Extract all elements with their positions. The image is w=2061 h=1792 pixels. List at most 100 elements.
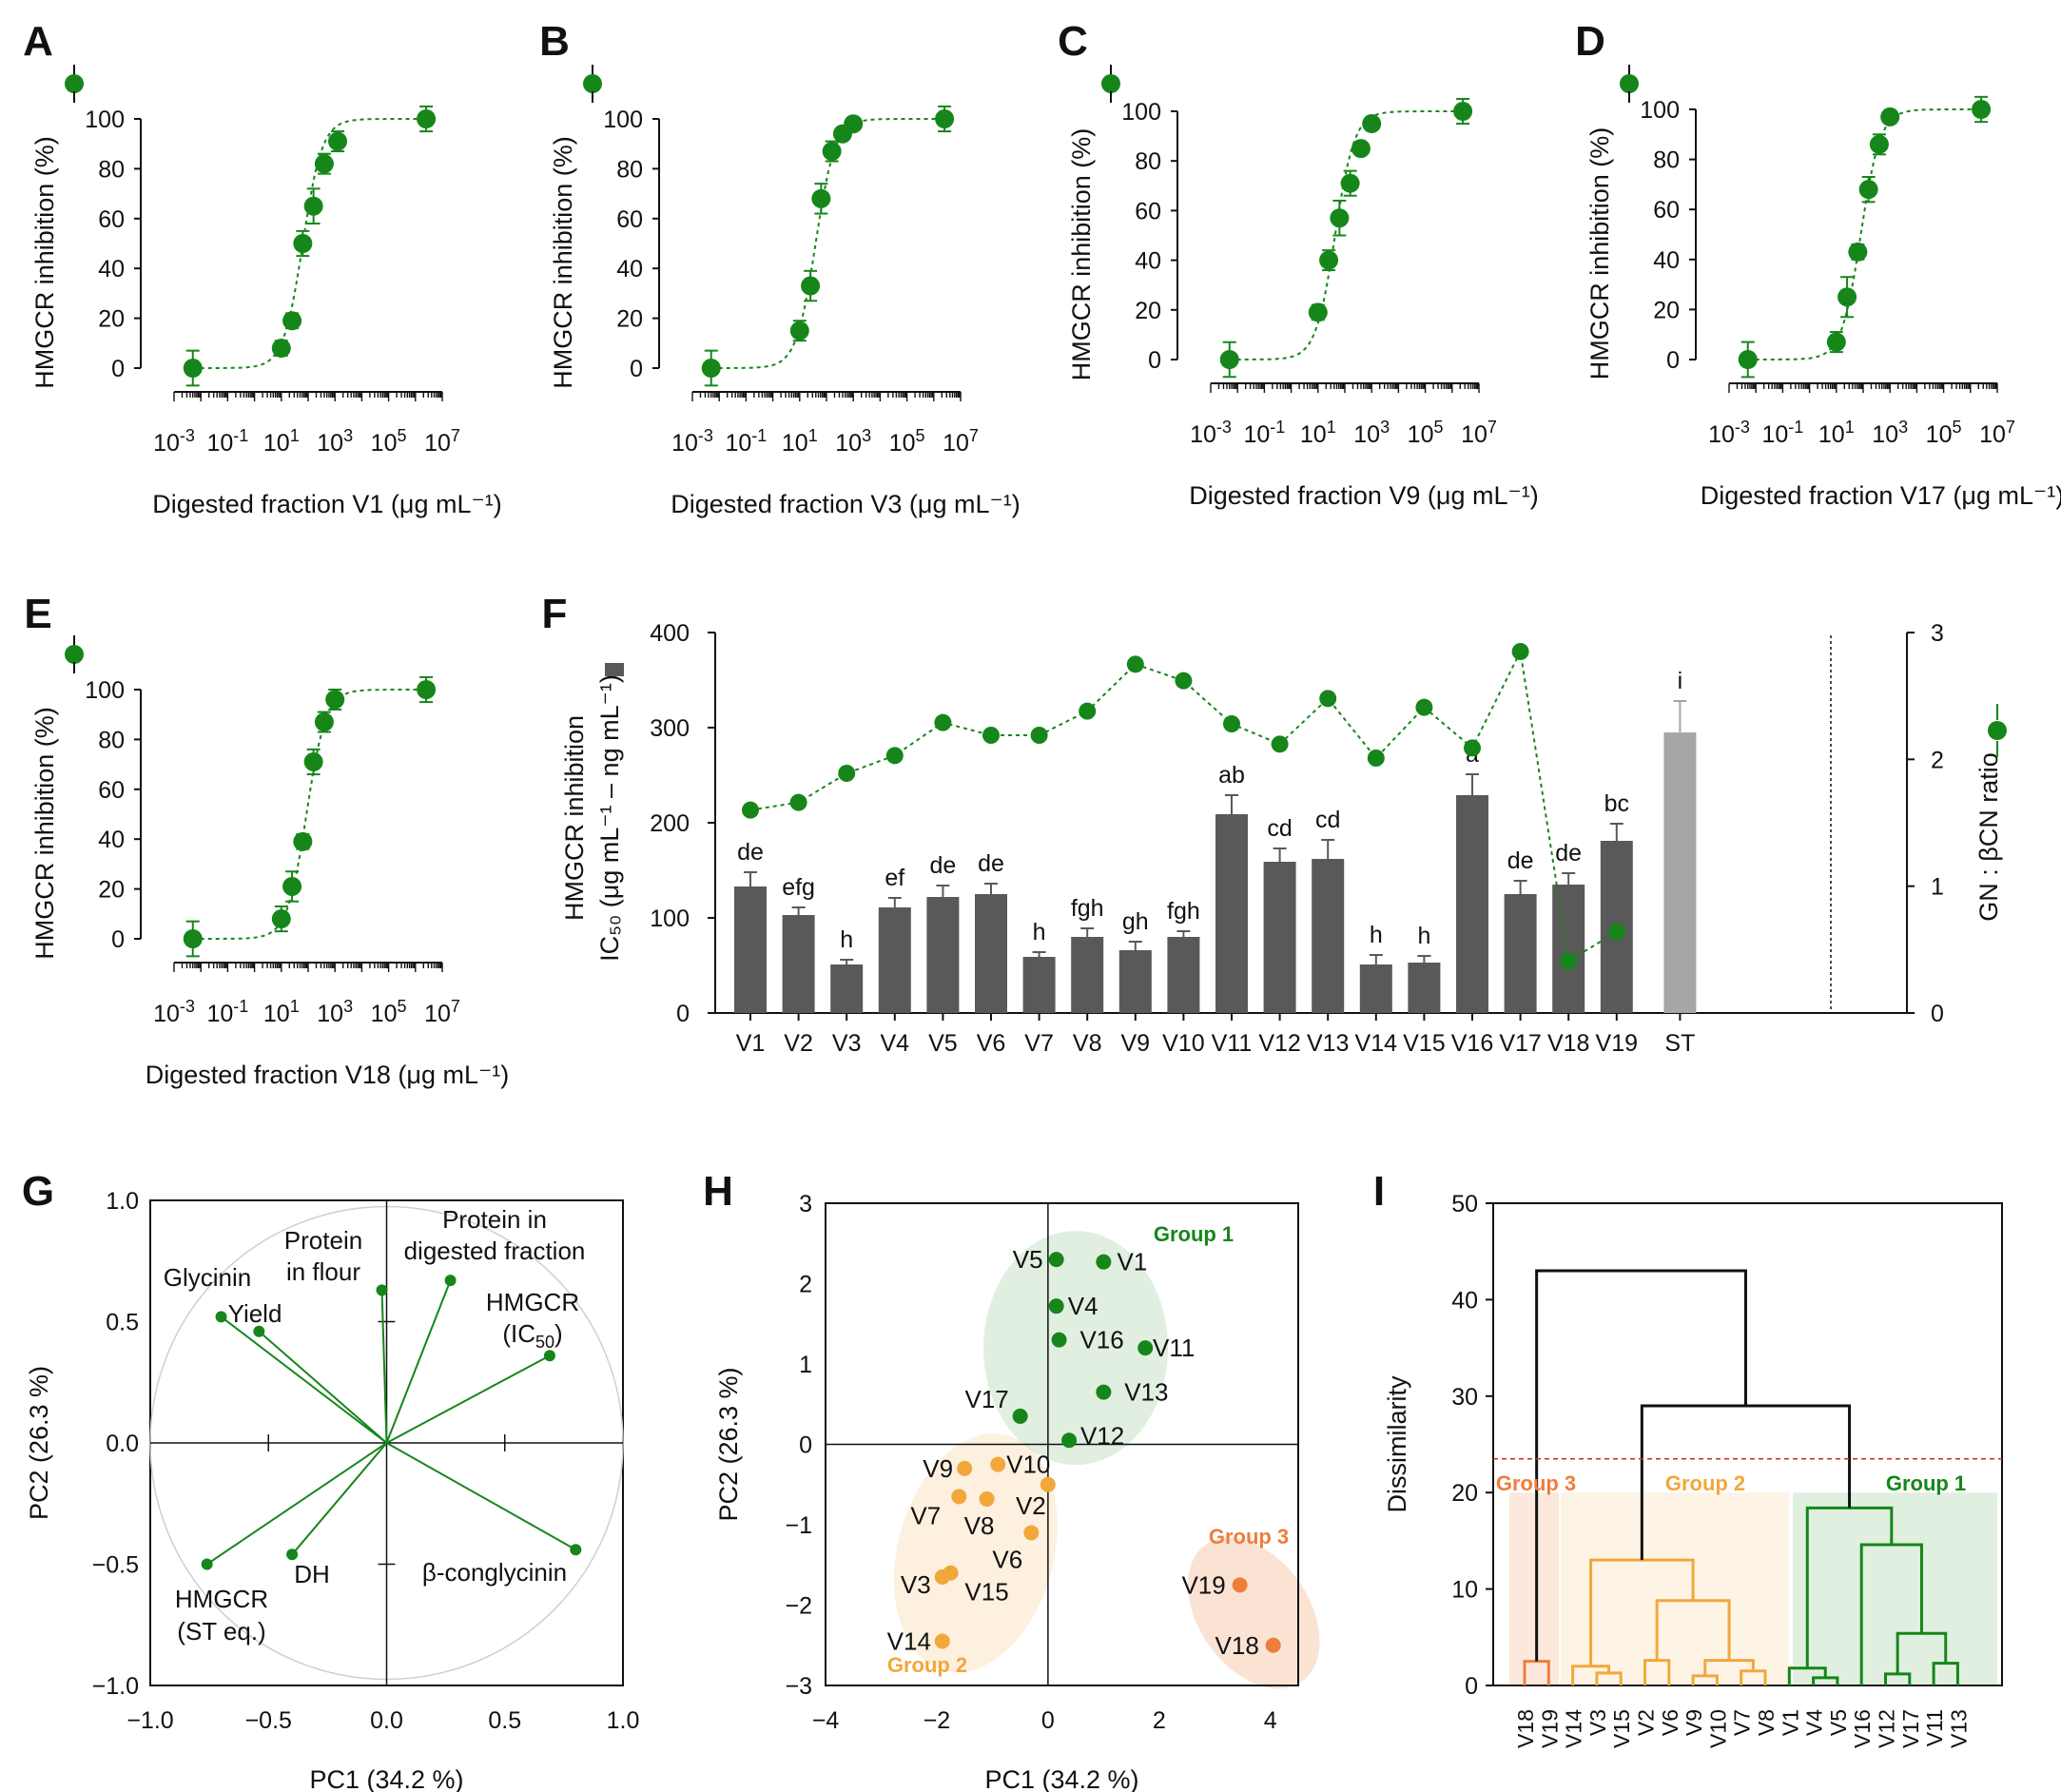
panel-b-fit-curve xyxy=(710,118,945,369)
panel-a-x-tick-label: 10-1 xyxy=(206,426,248,457)
panel-e-data-point xyxy=(271,909,291,929)
panel-c-xlabel: Digested fraction V9 (μg mL⁻¹) xyxy=(1189,481,1538,510)
panel-h-score-point xyxy=(1048,1252,1064,1268)
panel-b-data-point xyxy=(801,276,821,296)
panel-h-xlabel: PC1 (34.2 %) xyxy=(984,1765,1138,1792)
panel-h-point-label: V15 xyxy=(964,1578,1008,1607)
panel-e-data-point xyxy=(303,751,323,771)
panel-i-leaf-label: V14 xyxy=(1562,1709,1586,1748)
panel-d-data-point xyxy=(1972,100,1992,119)
panel-e-x-tick-label: 107 xyxy=(424,997,460,1027)
panel-b-y-tick-label: 80 xyxy=(616,156,643,183)
panel-h-point-label: V7 xyxy=(910,1501,941,1529)
panel-e-data-point xyxy=(325,690,345,710)
panel-d-xlabel: Digested fraction V17 (μg mL⁻¹) xyxy=(1701,481,2061,510)
panel-g-loading-vector xyxy=(380,1290,388,1444)
panel-c-data-point xyxy=(1351,139,1371,159)
panel-a-data-point xyxy=(314,154,334,174)
panel-i-leaf-label: V16 xyxy=(1850,1709,1875,1748)
panel-a-data-point xyxy=(417,109,437,128)
panel-g-loading-vector xyxy=(258,1330,388,1444)
panel-g-loading-label: in flour xyxy=(286,1257,360,1286)
panel-a-x-tick-label: 107 xyxy=(424,426,460,457)
panel-f-x-tick-label: V12 xyxy=(1258,1030,1300,1057)
panel-d-y-tick-label: 100 xyxy=(1640,97,1680,124)
panel-f-bar xyxy=(1215,814,1248,1013)
panel-b-x-tick-label: 10-3 xyxy=(671,426,713,457)
panel-d-x-tick-label: 107 xyxy=(1979,418,2015,448)
panel-c-x-tick-label: 103 xyxy=(1353,418,1390,448)
panel-f-sig-letter: de xyxy=(1507,847,1534,874)
panel-h-score-point xyxy=(951,1489,967,1505)
panel-i-leaf-label: V13 xyxy=(1946,1709,1971,1748)
panel-h-x-tick-label: 0 xyxy=(1041,1707,1055,1734)
panel-i-leaf-label: V9 xyxy=(1682,1709,1706,1736)
panel-f-ratio-point xyxy=(742,801,759,819)
panel-f-x-tick-label: ST xyxy=(1664,1030,1695,1057)
panel-i-letter: I xyxy=(1373,1168,1385,1215)
panel-f-sig-letter: bc xyxy=(1604,790,1629,817)
panel-g-loading-point xyxy=(201,1558,213,1570)
panel-e-letter: E xyxy=(24,591,51,637)
panel-h-score-point xyxy=(979,1490,995,1507)
panel-g-loading-label: Protein xyxy=(284,1226,362,1255)
panel-e-x-tick-label: 10-1 xyxy=(206,997,248,1027)
panel-d-data-point xyxy=(1837,287,1857,307)
panel-f-sig-letter: ab xyxy=(1218,762,1245,789)
panel-i-leaf-label: V15 xyxy=(1609,1709,1634,1748)
panel-b-data-point xyxy=(789,321,809,341)
panel-g-loading-point xyxy=(376,1284,388,1296)
panel-f-y-left-tick-label: 400 xyxy=(650,620,690,647)
panel-g-x-tick-label: −1.0 xyxy=(126,1707,173,1734)
panel-f-sig-letter: efg xyxy=(782,874,815,901)
panel-f-ratio-point xyxy=(1079,702,1097,720)
panel-h-point-label: V12 xyxy=(1080,1421,1124,1450)
panel-e-y-tick-label: 40 xyxy=(98,827,125,853)
panel-c-y-tick-label: 0 xyxy=(1148,347,1161,374)
panel-a-y-tick-label: 0 xyxy=(111,356,125,382)
panel-f-ratio-point xyxy=(1511,643,1529,660)
panel-h-score-point xyxy=(1096,1254,1112,1270)
panel-g-loading-label: Glycinin xyxy=(164,1263,251,1292)
panel-f-x-tick-label: V4 xyxy=(881,1030,910,1057)
panel-b-y-tick-label: 100 xyxy=(603,107,643,133)
panel-d-x-tick-label: 105 xyxy=(1926,418,1962,448)
panel-f-bar xyxy=(1022,957,1056,1013)
panel-g-loading-vector xyxy=(386,1354,551,1444)
panel-h-y-tick-label: −3 xyxy=(785,1673,812,1700)
panel-e-y-tick-label: 100 xyxy=(85,677,125,704)
panel-f-ratio-point xyxy=(1126,655,1144,673)
panel-f-bar xyxy=(1504,894,1537,1013)
panel-f-bar xyxy=(1663,732,1697,1013)
panel-h-point-label: V10 xyxy=(1006,1451,1050,1479)
panel-f-y-right-tick-label: 0 xyxy=(1931,1001,1944,1027)
panel-g-loading-vector xyxy=(291,1442,388,1555)
panel-g-ylabel: PC2 (26.3 %) xyxy=(25,1366,53,1520)
panel-f-legend-bar-swatch xyxy=(605,663,624,676)
panel-h-x-tick-label: 4 xyxy=(1264,1707,1277,1734)
panel-f-x-tick-label: V2 xyxy=(784,1030,813,1057)
panel-h-score-point xyxy=(1232,1577,1248,1593)
panel-f-ratio-point xyxy=(1415,698,1433,716)
panel-c-data-point xyxy=(1219,350,1239,369)
panel-g-loading-point xyxy=(253,1325,265,1337)
panel-g-xlabel: PC1 (34.2 %) xyxy=(309,1765,463,1792)
panel-f-sig-letter: de xyxy=(1555,840,1582,867)
panel-f-y-right-tick-label: 1 xyxy=(1931,874,1944,901)
panel-i-frame xyxy=(1492,1202,2003,1686)
panel-e-x-tick-label: 10-3 xyxy=(153,997,195,1027)
panel-g-x-tick-label: 0.5 xyxy=(488,1707,521,1734)
panel-h-x-tick-label: −4 xyxy=(812,1707,840,1734)
panel-h-group1-ellipse xyxy=(983,1231,1169,1466)
panel-b-data-point xyxy=(935,109,955,128)
panel-b-data-point xyxy=(844,114,864,134)
panel-a-data-point xyxy=(293,234,313,253)
panel-i-branch xyxy=(1859,1543,1923,1685)
panel-e-x-tick-label: 101 xyxy=(263,997,300,1027)
panel-d-x-tick-label: 101 xyxy=(1818,418,1855,448)
panel-f-bar xyxy=(1263,862,1296,1013)
panel-e-y-tick-label: 20 xyxy=(98,877,125,904)
panel-f-bar xyxy=(1071,937,1104,1013)
panel-e-data-point xyxy=(183,929,203,948)
panel-f-x-tick-label: V18 xyxy=(1547,1030,1589,1057)
